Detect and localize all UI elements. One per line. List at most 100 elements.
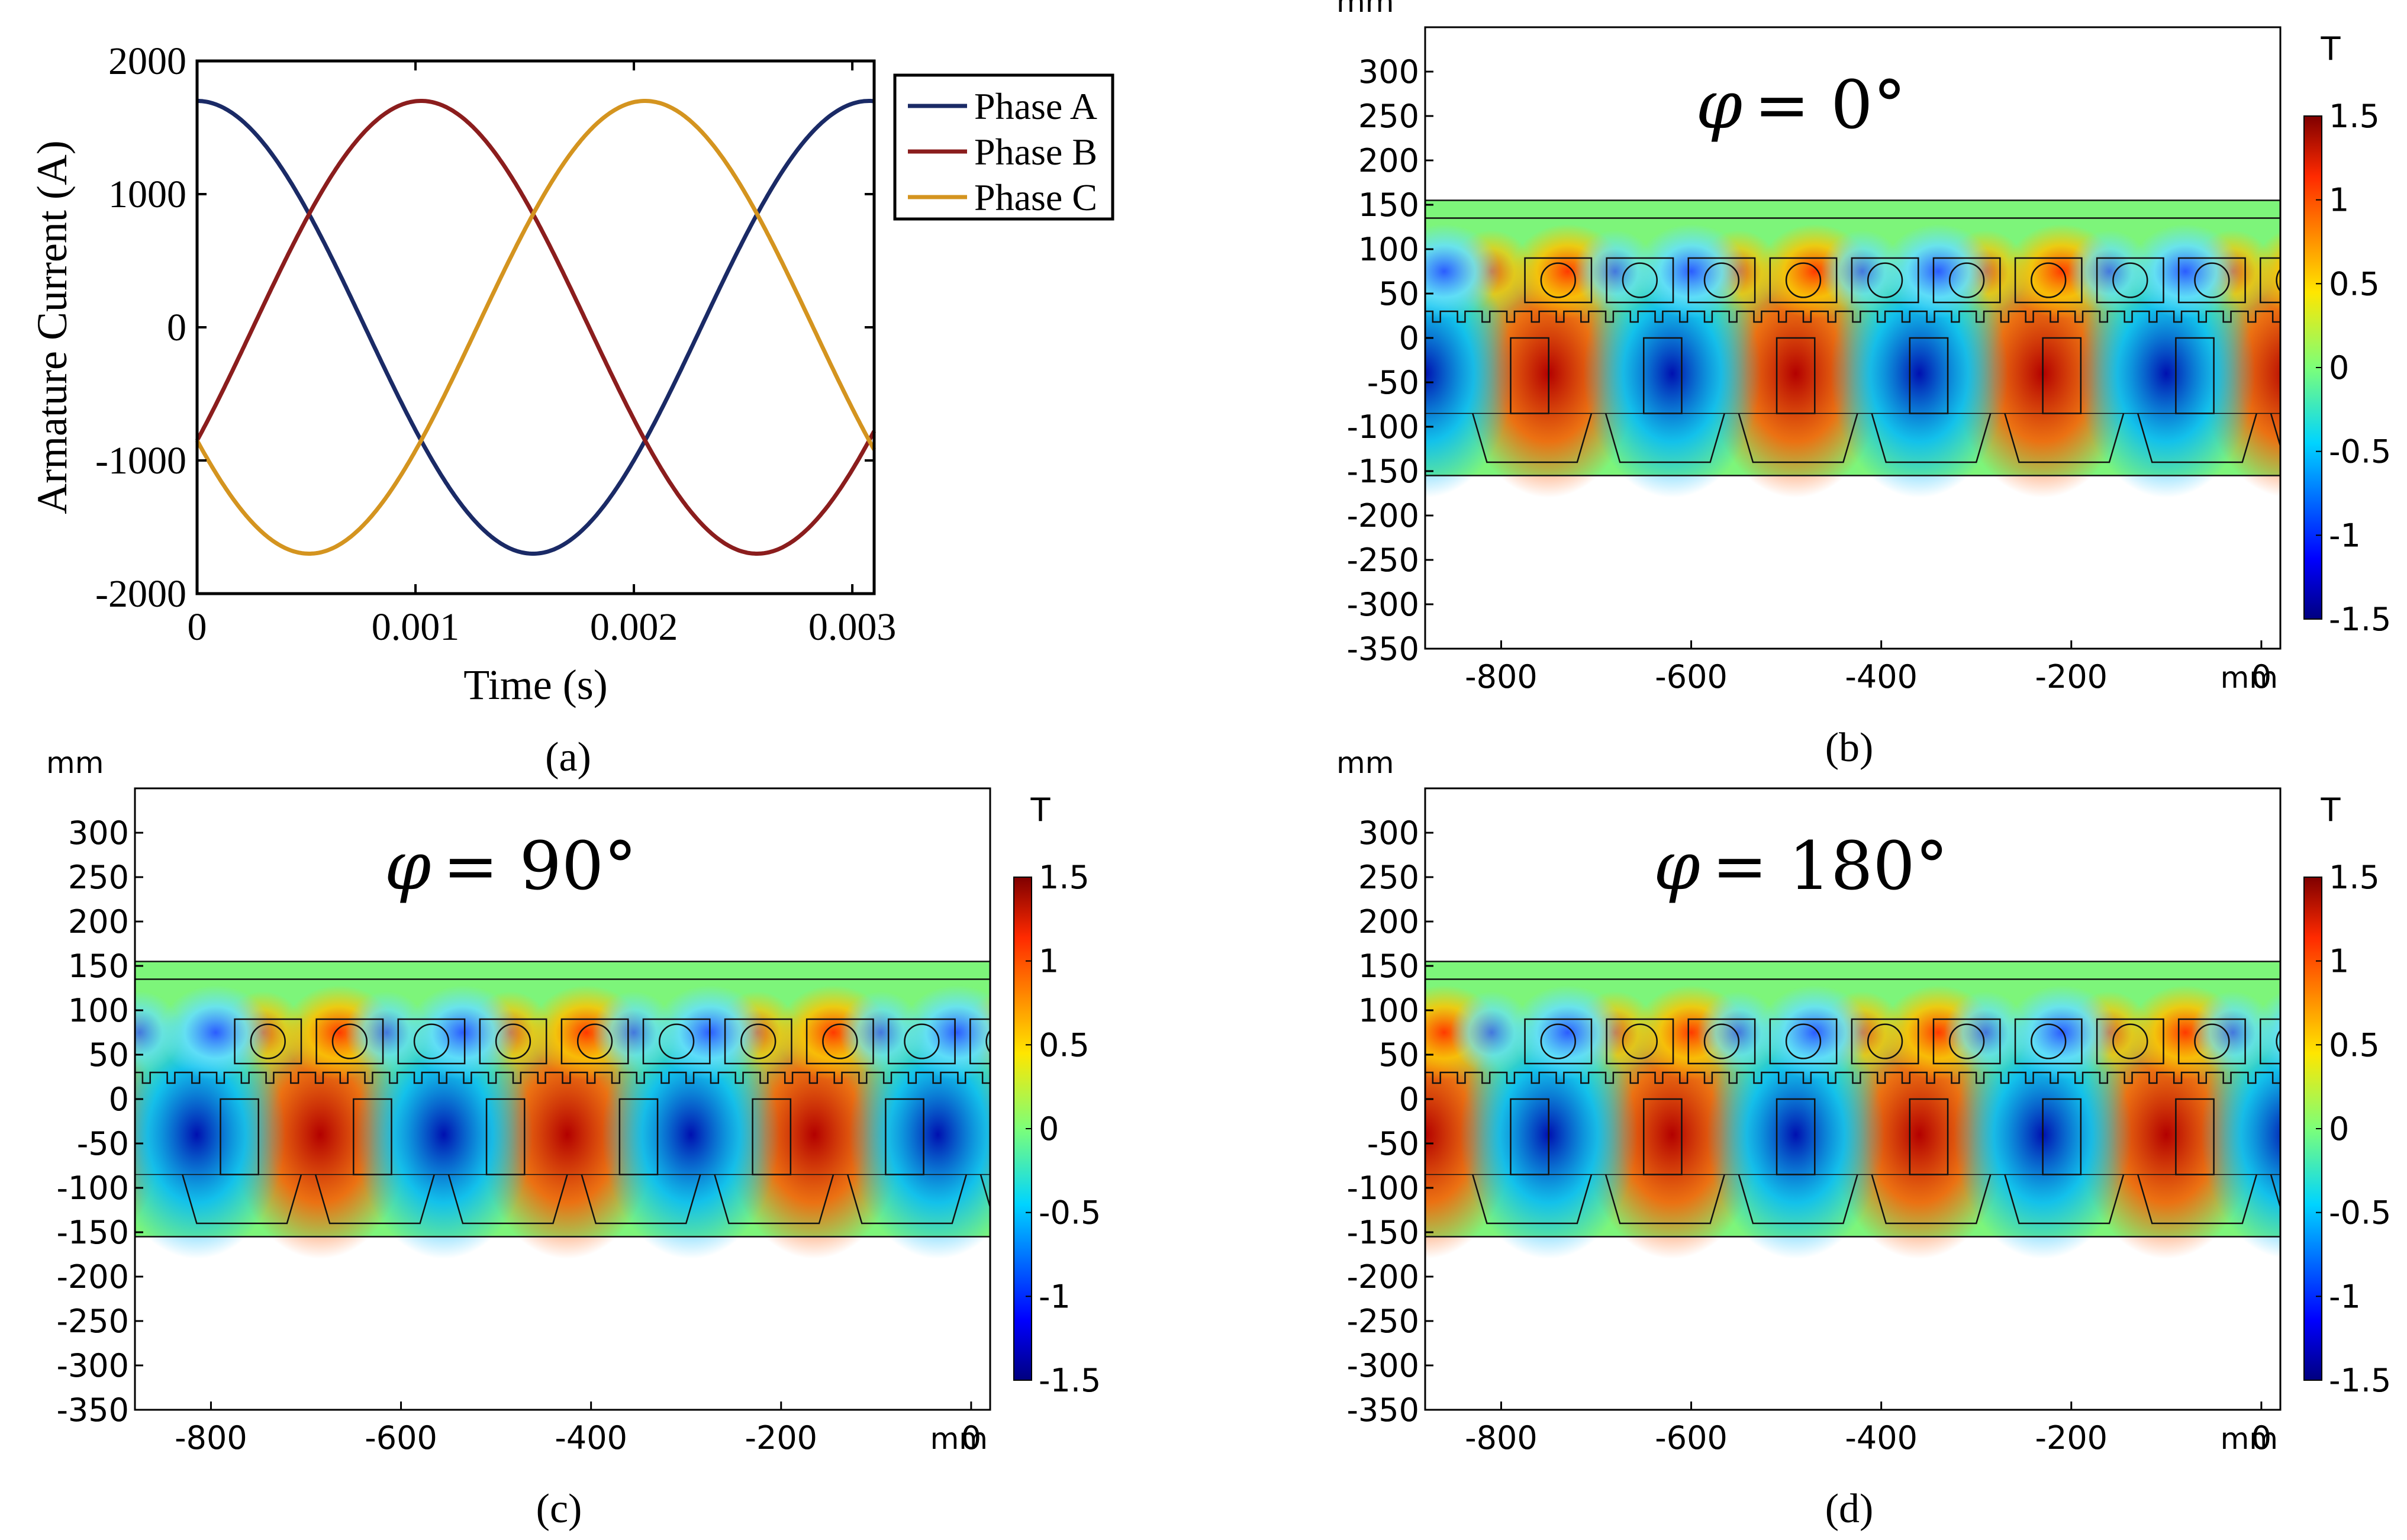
y-tick-label: 2000 [108, 40, 186, 83]
colorbar-tick-label: -1.5 [1039, 1362, 1101, 1399]
y-tick-label: 150 [1358, 186, 1419, 224]
y-tick-label: 0 [1399, 320, 1419, 357]
field-blob-stator-blue [1450, 991, 1533, 1074]
y-tick-label: 200 [1358, 142, 1419, 179]
y-tick-label: 150 [68, 948, 129, 985]
colorbar-unit: T [2321, 791, 2341, 829]
x-tick-label: -800 [1465, 658, 1538, 695]
y-tick-label: 250 [68, 859, 129, 896]
field-blob-stator-red [1017, 224, 1130, 319]
colorbar-tick-label: -0.5 [2329, 433, 2391, 471]
colorbar-tick-label: 0.5 [1039, 1026, 1090, 1064]
field-blob-stator-red [956, 230, 1039, 313]
colorbar-tick-label: 1 [1039, 943, 1059, 980]
y-tick-label: 100 [1358, 992, 1419, 1029]
phase-annotation: φ= 0° [1696, 67, 1906, 144]
colorbar-unit: T [2321, 30, 2341, 67]
field-blob-stator-blue [1080, 230, 1162, 313]
field-blob-stator-red [0, 991, 57, 1074]
y-tick-label: 200 [68, 903, 129, 940]
colorbar-tick-label: 1 [2329, 943, 2349, 980]
y-tick-label: -150 [1346, 1214, 1419, 1251]
legend-label: Phase B [974, 131, 1097, 173]
colorbar-tick-label: 0.5 [2329, 265, 2380, 302]
colorbar-tick-label: -1 [1039, 1278, 1071, 1315]
field-blob-stator-red [2376, 985, 2407, 1080]
panel-caption-b: (b) [1825, 725, 1874, 771]
x-tick-label: -200 [2035, 1419, 2108, 1457]
colorbar-tick-label: 0.5 [2329, 1026, 2380, 1064]
colorbar-tick-label: -1 [2329, 517, 2361, 554]
field-blob-stator-blue [839, 991, 922, 1074]
x-tick-label: -200 [2035, 658, 2108, 695]
field-blob-stator-blue [1821, 230, 1904, 313]
colorbar-tick-label: 0 [2329, 349, 2349, 386]
field-blob-stator-blue [894, 224, 1006, 319]
y-tick-label: 0 [1399, 1081, 1419, 1118]
field-blob-mover-red [966, 249, 1143, 498]
y-tick-label: 300 [1358, 814, 1419, 852]
y-tick-label: -300 [1346, 586, 1419, 623]
field-blob-stator-blue [1203, 991, 1286, 1074]
colorbar-tick-label: 1.5 [1039, 859, 1090, 896]
y-tick-label: -150 [56, 1214, 129, 1251]
series-line-phase-a [197, 101, 874, 554]
field-blob-stator-blue [1148, 985, 1260, 1080]
y-tick-label: 300 [1358, 53, 1419, 91]
phase-annotation: φ= 90° [385, 828, 637, 905]
field-blob-stator-blue [1574, 230, 1657, 313]
legend-label: Phase C [974, 176, 1097, 218]
y-tick-label: -50 [77, 1125, 129, 1162]
x-tick-label: -600 [1655, 1419, 1728, 1457]
colorbar-tick-label: 1.5 [2329, 859, 2380, 896]
y-tick-label: -50 [1367, 364, 1419, 401]
panel-caption-c: (c) [536, 1486, 582, 1532]
y-tick-label: -250 [1346, 1303, 1419, 1340]
x-tick-label: 0.003 [808, 605, 897, 649]
colorbar-unit: T [1030, 791, 1051, 829]
field-blob-stator-blue [0, 985, 25, 1080]
y-tick-label: 100 [1358, 231, 1419, 268]
field-blob-stator-blue [1087, 991, 1169, 1074]
y-tick-label: 300 [68, 814, 129, 852]
y-tick-label: -250 [56, 1303, 129, 1340]
y-tick-label: -200 [56, 1258, 129, 1296]
y-tick-label: 250 [1358, 98, 1419, 135]
x-tick-label: -800 [175, 1419, 247, 1457]
y-tick-label: -350 [1346, 630, 1419, 668]
colorbar-tick-label: -1 [2329, 1278, 2361, 1315]
phase-symbol: φ [1654, 828, 1700, 905]
colorbar-tick-label: 1 [2329, 182, 2349, 219]
y-tick-label: 0 [167, 306, 186, 349]
y-tick-label: -200 [1346, 1258, 1419, 1296]
y-tick-label: -150 [1346, 453, 1419, 490]
x-tick-label: -200 [745, 1419, 817, 1457]
y-tick-label: 50 [1378, 1036, 1419, 1074]
y-tick-label: 250 [1358, 859, 1419, 896]
x-tick-label: -600 [365, 1419, 437, 1457]
panel-caption-a: (a) [545, 734, 591, 780]
y-tick-label: -300 [56, 1347, 129, 1384]
y-tick-label: -100 [1346, 408, 1419, 446]
field-blob-stator-blue [2192, 991, 2274, 1074]
field-blob-mover-blue [1090, 249, 1267, 498]
field-blob-stator-blue [1697, 991, 1780, 1074]
x-tick-label: -600 [1655, 658, 1728, 695]
x-tick-label: -400 [555, 1419, 627, 1457]
y-tick-label: -2000 [95, 572, 186, 616]
field-blob-stator-blue [2068, 230, 2151, 313]
colorbar-tick-label: -1.5 [2329, 1362, 2391, 1399]
field-blob-stator-red [1141, 985, 1254, 1080]
x-tick-label: -400 [1845, 658, 1918, 695]
phase-value: = 0° [1754, 67, 1906, 144]
y-tick-label: -350 [56, 1391, 129, 1429]
x-tick-label: 0.002 [590, 605, 678, 649]
field-blob-stator-red [1210, 991, 1293, 1074]
legend-label: Phase A [974, 85, 1097, 127]
x-tick-label: 0.001 [372, 605, 460, 649]
y-tick-label: 0 [109, 1081, 129, 1118]
phase-annotation: φ= 180° [1654, 828, 1948, 905]
y-tick-label: -350 [1346, 1391, 1419, 1429]
